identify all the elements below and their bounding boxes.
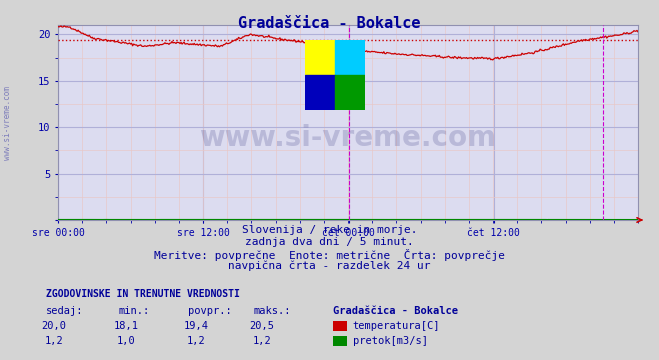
Text: Gradaščica - Bokalce: Gradaščica - Bokalce xyxy=(333,306,458,316)
Text: 20,0: 20,0 xyxy=(42,321,67,332)
Text: Gradaščica - Bokalce: Gradaščica - Bokalce xyxy=(239,16,420,31)
Text: 20,5: 20,5 xyxy=(249,321,274,332)
Bar xyxy=(305,75,335,110)
Text: www.si-vreme.com: www.si-vreme.com xyxy=(3,85,13,159)
Text: 19,4: 19,4 xyxy=(183,321,208,332)
Text: pretok[m3/s]: pretok[m3/s] xyxy=(353,336,428,346)
Text: 18,1: 18,1 xyxy=(114,321,139,332)
Text: 1,0: 1,0 xyxy=(117,336,136,346)
Bar xyxy=(305,40,335,75)
Text: sedaj:: sedaj: xyxy=(46,306,84,316)
Text: povpr.:: povpr.: xyxy=(188,306,231,316)
Text: Meritve: povprečne  Enote: metrične  Črta: povprečje: Meritve: povprečne Enote: metrične Črta:… xyxy=(154,249,505,261)
Text: Slovenija / reke in morje.: Slovenija / reke in morje. xyxy=(242,225,417,235)
Text: 1,2: 1,2 xyxy=(186,336,205,346)
Text: navpična črta - razdelek 24 ur: navpična črta - razdelek 24 ur xyxy=(228,261,431,271)
Text: www.si-vreme.com: www.si-vreme.com xyxy=(200,124,496,152)
Text: temperatura[C]: temperatura[C] xyxy=(353,321,440,332)
Text: ZGODOVINSKE IN TRENUTNE VREDNOSTI: ZGODOVINSKE IN TRENUTNE VREDNOSTI xyxy=(46,289,240,299)
Text: 1,2: 1,2 xyxy=(252,336,271,346)
Text: zadnja dva dni / 5 minut.: zadnja dva dni / 5 minut. xyxy=(245,237,414,247)
Bar xyxy=(335,40,365,75)
Text: maks.:: maks.: xyxy=(254,306,291,316)
Text: 1,2: 1,2 xyxy=(45,336,63,346)
Bar xyxy=(335,75,365,110)
Text: min.:: min.: xyxy=(119,306,150,316)
